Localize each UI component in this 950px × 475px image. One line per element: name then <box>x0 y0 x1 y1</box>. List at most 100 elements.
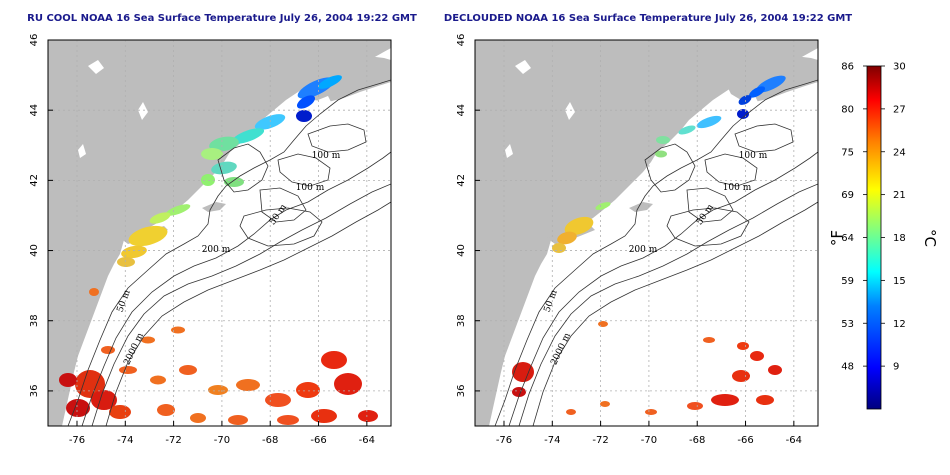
x-tick-label: -70 <box>641 435 657 446</box>
right-y-axis: 36 38 40 42 44 46 <box>456 34 480 397</box>
bathymetry-contour <box>81 151 391 426</box>
bathymetry-contour <box>91 183 391 426</box>
sst-patch <box>236 379 260 391</box>
y-tick-label: 46 <box>456 34 467 47</box>
sst-patch <box>201 148 223 160</box>
x-tick-label: -68 <box>262 435 278 446</box>
sst-patch <box>157 404 175 416</box>
sst-patch <box>311 409 337 423</box>
sst-patch <box>358 410 378 422</box>
lake <box>88 60 104 74</box>
sst-patch <box>598 321 608 327</box>
sst-patch <box>655 150 667 158</box>
bathymetry-contour <box>494 79 818 426</box>
celsius-tick-label: 15 <box>893 276 906 287</box>
x-tick-label: -66 <box>310 435 326 446</box>
bathymetry-contour <box>704 153 758 187</box>
sst-patch <box>512 362 534 382</box>
fahrenheit-tick-label: 64 <box>841 233 854 244</box>
left-y-axis: 36 38 40 42 44 46 <box>29 34 53 398</box>
sst-patch <box>277 415 299 425</box>
bathymetry-contour <box>239 207 323 247</box>
bathymetry-contour <box>217 143 269 193</box>
sst-patch <box>711 394 739 406</box>
temperature-colorbar: 30 86 27 80 24 75 21 69 18 64 15 59 12 53 9 48 °F °C <box>828 62 939 410</box>
left-map-frame <box>47 39 392 427</box>
right-panel-title: DECLOUDED NOAA 16 Sea Surface Temperatur… <box>444 13 852 24</box>
y-tick-label: 46 <box>29 34 40 47</box>
bathymetry-contour <box>518 183 818 426</box>
x-tick-label: -66 <box>737 435 753 446</box>
left-bathymetry-contours <box>67 79 391 426</box>
sst-patch <box>748 86 766 98</box>
sst-patch <box>512 387 526 397</box>
sst-patch <box>150 375 166 385</box>
sst-patch <box>732 370 750 382</box>
sst-patch <box>59 373 77 387</box>
sst-patch <box>224 177 244 187</box>
colorbar-ticks: 30 86 27 80 24 75 21 69 18 64 15 59 12 53 9 48 <box>841 62 905 373</box>
left-gridlines <box>48 40 391 426</box>
x-tick-label: -64 <box>786 435 802 446</box>
bathymetry-contour <box>734 123 794 153</box>
x-tick-label: -76 <box>496 435 512 446</box>
right-x-axis: -76 -74 -72 -70 -68 -66 -64 <box>496 421 802 446</box>
right-map-panel: DECLOUDED NOAA 16 Sea Surface Temperatur… <box>444 13 852 446</box>
sst-patch <box>228 415 248 425</box>
sst-patch <box>141 336 155 344</box>
sst-patch <box>179 365 197 375</box>
celsius-tick-label: 12 <box>893 319 906 330</box>
sst-patch <box>128 225 168 247</box>
fahrenheit-tick-label: 53 <box>841 319 854 330</box>
celsius-tick-label: 9 <box>893 362 899 373</box>
sst-patch <box>211 161 237 175</box>
sst-patch <box>296 110 312 122</box>
right-bathymetry-contours <box>494 79 818 426</box>
sst-patch <box>208 385 228 395</box>
sst-patch <box>756 395 774 405</box>
land-mass <box>48 40 391 426</box>
fahrenheit-tick-label: 86 <box>841 62 854 73</box>
sst-patch <box>149 212 171 224</box>
celsius-unit-label: °C <box>921 229 939 247</box>
lake <box>318 96 332 108</box>
sst-patch <box>768 365 782 375</box>
celsius-tick-label: 24 <box>893 147 906 158</box>
y-tick-label: 40 <box>456 244 467 257</box>
y-tick-label: 38 <box>29 314 40 327</box>
celsius-tick-label: 30 <box>893 62 906 73</box>
sst-patch <box>678 125 696 135</box>
sst-patch <box>334 373 362 395</box>
sst-patch <box>91 390 117 410</box>
right-sst-field <box>512 75 786 415</box>
sst-patch <box>552 243 566 253</box>
lake <box>565 102 575 120</box>
contour-label: 200 m <box>629 245 658 255</box>
left-x-axis: -76 -74 -72 -70 -68 -66 -64 <box>69 421 375 446</box>
sst-patch <box>121 245 147 259</box>
sst-patch <box>656 136 670 144</box>
x-tick-label: -70 <box>214 435 230 446</box>
y-tick-label: 36 <box>29 385 40 398</box>
contour-label: 100 m <box>723 183 752 193</box>
sst-patch <box>209 136 239 152</box>
x-tick-label: -76 <box>69 435 85 446</box>
y-tick-label: 40 <box>29 244 40 257</box>
sst-patch <box>564 216 594 236</box>
sst-patch <box>738 95 752 105</box>
y-tick-label: 44 <box>29 104 40 117</box>
sst-patch <box>318 75 342 89</box>
sst-patch <box>117 257 135 267</box>
sst-patch <box>165 204 191 216</box>
sst-patch <box>171 326 185 334</box>
fahrenheit-tick-label: 75 <box>841 147 854 158</box>
celsius-tick-label: 21 <box>893 190 906 201</box>
sst-patch <box>696 115 722 129</box>
bathymetry-contour <box>532 201 818 426</box>
sst-patch <box>750 351 764 361</box>
sst-patch <box>566 409 576 415</box>
x-tick-label: -64 <box>359 435 375 446</box>
